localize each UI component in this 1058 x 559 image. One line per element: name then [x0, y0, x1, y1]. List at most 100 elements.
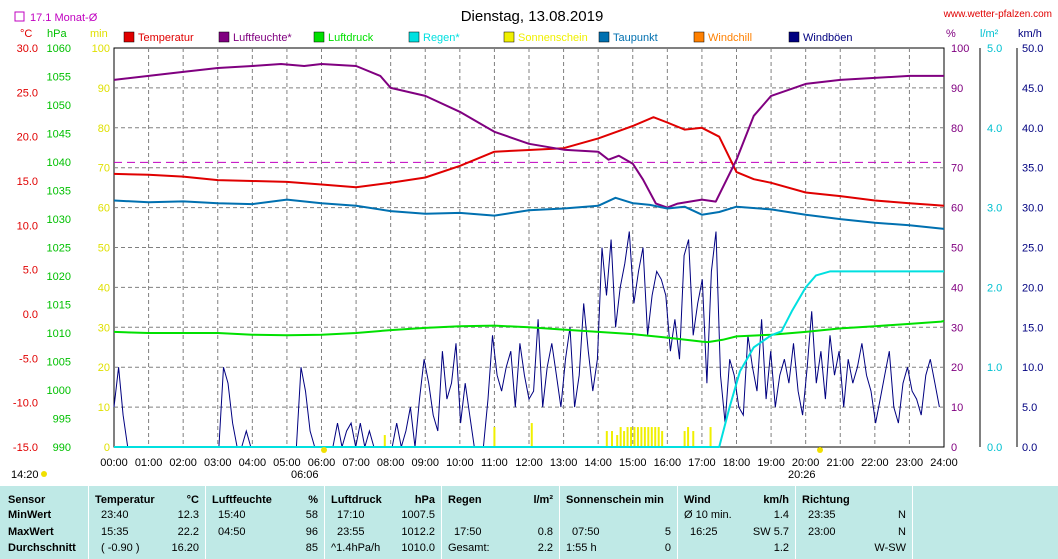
wind-tick-label: 10.0: [1022, 362, 1043, 374]
humidity-tick-label: 100: [951, 43, 969, 55]
wind-unit: km/h: [1018, 28, 1042, 40]
pressure-tick-label: 990: [53, 442, 71, 454]
minutes-tick-label: 40: [98, 282, 110, 294]
minutes-tick-label: 70: [98, 163, 110, 175]
source-link[interactable]: www.wetter-pfalzen.com: [943, 9, 1052, 20]
stats-hum-max-value: 96: [305, 526, 318, 538]
stats-label-max: MaxWert: [8, 526, 54, 538]
pressure-tick-label: 1030: [47, 214, 71, 226]
sun-left-label: 14:20: [11, 469, 39, 481]
stats-sun-max-time: 07:50: [572, 526, 600, 538]
sunshine-bar: [633, 427, 636, 447]
x-tick-label: 21:00: [826, 457, 854, 469]
chart-title: Dienstag, 13.08.2019: [461, 8, 604, 25]
stats-rain-total-label: Gesamt:: [448, 542, 490, 554]
stats-table: Sensor MinWert MaxWert Durchschnitt Temp…: [0, 486, 1058, 559]
x-tick-label: 04:00: [239, 457, 267, 469]
stats-rain-max-value: 0.8: [537, 526, 553, 538]
legend-label: Sonnenschein: [518, 32, 588, 44]
legend-swatch: [693, 31, 705, 43]
rain-tick-label: 1.0: [987, 362, 1002, 374]
stats-temp-max-time: 15:35: [101, 526, 129, 538]
sunshine-bar: [493, 427, 496, 447]
legend: Temperatur Luftfeuchte* Luftdruck Regen* Son…: [123, 31, 853, 44]
month-avg-label: 17.1 Monat-Ø: [30, 12, 98, 24]
stats-col-pressure: Luftdruck hPa 17:10 1007.5 23:55 1012.2 …: [325, 486, 442, 559]
sunset-label: 20:26: [788, 469, 816, 481]
pressure-tick-label: 1040: [47, 157, 71, 169]
minutes-tick-label: 50: [98, 243, 110, 255]
stats-dir-max-time: 23:00: [808, 526, 836, 538]
stats-press-max-time: 23:55: [337, 526, 365, 538]
stats-dir-max-value: N: [898, 526, 906, 538]
axes: 00:00 01:00 02:00 03:00 04:00 05:00 06:00 07:00…: [13, 43, 1044, 469]
sunshine-bar: [640, 427, 643, 447]
stats-header-pressure-unit: hPa: [414, 494, 435, 506]
wind-tick-label: 20.0: [1022, 282, 1043, 294]
x-tick-label: 06:00: [308, 457, 336, 469]
legend-label: Temperatur: [138, 32, 194, 44]
stats-sun-total: 1:55 h: [566, 542, 597, 554]
stats-hum-min-value: 58: [305, 509, 318, 521]
stats-press-avg-value: 1010.0: [401, 542, 435, 554]
rain-tick-label: 2.0: [987, 282, 1002, 294]
legend-swatch: [218, 31, 230, 43]
x-tick-label: 02:00: [169, 457, 197, 469]
legend-swatch: [788, 31, 800, 43]
humidity-tick-label: 90: [951, 83, 963, 95]
rain-unit: l/m²: [980, 28, 999, 40]
stats-col-humidity: Luftfeuchte % 15:40 58 04:50 96 85: [206, 486, 325, 559]
stats-sun-max-value: 5: [664, 526, 671, 538]
stats-wind-min-label: Ø 10 min.: [684, 509, 732, 521]
legend-swatch: [123, 31, 135, 43]
x-tick-label: 23:00: [896, 457, 924, 469]
humidity-tick-label: 80: [951, 123, 963, 135]
humidity-tick-label: 30: [951, 322, 963, 334]
sunshine-bar: [654, 427, 657, 447]
rain-tick-label: 3.0: [987, 203, 1002, 215]
sunset-icon: [817, 447, 823, 453]
temp-tick-label: 30.0: [17, 43, 38, 55]
sunshine-bar: [530, 423, 533, 447]
stats-wind-avg-value: 1.2: [773, 542, 789, 554]
stats-wind-max-time: 16:25: [690, 526, 718, 538]
stats-press-min-time: 17:10: [337, 509, 365, 521]
stats-header-temp: Temperatur: [95, 494, 155, 506]
stats-label-min: MinWert: [8, 509, 52, 521]
sunshine-bar: [657, 427, 660, 447]
stats-header-humidity-unit: %: [308, 494, 318, 506]
stats-hum-min-time: 15:40: [218, 509, 246, 521]
wind-tick-label: 0.0: [1022, 442, 1037, 454]
sunshine-bar: [383, 435, 386, 447]
legend-label: Luftfeuchte*: [233, 32, 292, 44]
temp-tick-label: 0.0: [23, 309, 38, 321]
sunshine-bar: [661, 431, 664, 447]
sunshine-bar: [683, 431, 686, 447]
stats-wind-min-value: 1.4: [773, 509, 789, 521]
rain-tick-label: 4.0: [987, 123, 1002, 135]
stats-header-sensor: Sensor: [8, 494, 46, 506]
pressure-tick-label: 1035: [47, 186, 71, 198]
series-pressure: [113, 320, 945, 344]
sunshine-bar: [647, 427, 650, 447]
stats-header-rain-unit: l/m²: [533, 494, 553, 506]
sunshine-bar: [626, 427, 629, 447]
legend-label: Windböen: [803, 32, 853, 44]
sunshine-bar: [619, 427, 622, 447]
temp-tick-label: 5.0: [23, 265, 38, 277]
stats-header-wind: Wind: [684, 494, 711, 506]
x-tick-label: 05:00: [273, 457, 301, 469]
minutes-tick-label: 10: [98, 402, 110, 414]
pressure-tick-label: 1050: [47, 100, 71, 112]
sunshine-bar: [709, 427, 712, 447]
x-tick-label: 18:00: [723, 457, 751, 469]
sunshine-bar: [692, 431, 695, 447]
x-tick-label: 07:00: [342, 457, 370, 469]
humidity-tick-label: 40: [951, 282, 963, 294]
stats-hum-max-time: 04:50: [218, 526, 246, 538]
wind-tick-label: 25.0: [1022, 243, 1043, 255]
legend-swatch: [408, 31, 420, 43]
sunrise-label: 06:06: [291, 469, 319, 481]
rain-tick-label: 5.0: [987, 43, 1002, 55]
minutes-unit: min: [90, 28, 108, 40]
